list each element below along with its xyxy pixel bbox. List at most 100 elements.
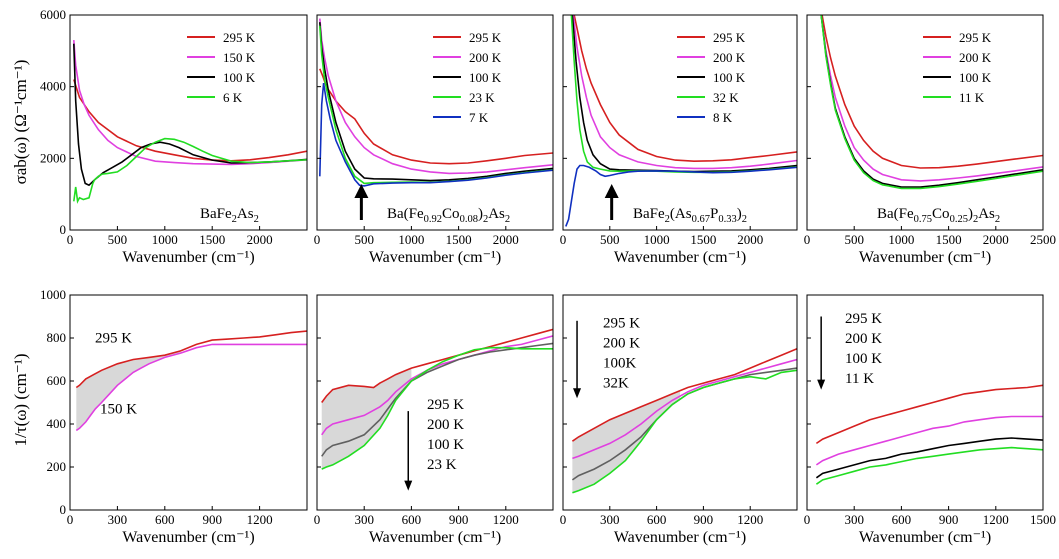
chart-bot2: 0 300 600 900 1200 Wavenumber (cm⁻¹) 295 K 200 …	[314, 294, 554, 546]
legend-label: 295 K	[713, 30, 746, 45]
series-line-100k	[321, 342, 553, 457]
x-axis-label: Wavenumber (cm⁻¹)	[122, 529, 254, 546]
y-tick-label: 400	[47, 416, 67, 431]
temperature-label: 200 K	[603, 335, 640, 351]
series-line-295k	[319, 68, 553, 165]
x-tick-label: 900	[449, 512, 469, 527]
legend-label: 8 K	[713, 110, 733, 125]
x-axis-label: Wavenumber (cm⁻¹)	[614, 249, 746, 266]
series-line-23k	[319, 25, 553, 185]
plot-frame	[69, 14, 308, 231]
y-tick-label: 2000	[40, 150, 66, 165]
panel-compound-label: BaFe2(As0.67P0.33)2	[633, 206, 747, 225]
series-line-150k	[73, 40, 307, 166]
temperature-label: 295 K	[845, 311, 882, 327]
temperature-label: 200 K	[427, 417, 464, 433]
x-tick-label: 1200	[983, 512, 1009, 527]
x-tick-label: 0	[804, 232, 811, 247]
plot-frame	[316, 14, 554, 231]
series-line-8k	[565, 164, 797, 227]
legend-label: 32 K	[713, 90, 739, 105]
x-axis-label: Wavenumber (cm⁻¹)	[859, 529, 991, 546]
y-tick-label: 600	[47, 373, 67, 388]
temperature-label: 100K	[603, 355, 637, 371]
legend-label: 23 K	[469, 90, 495, 105]
x-tick-label: 500	[844, 232, 864, 247]
x-axis-label: Wavenumber (cm⁻¹)	[614, 529, 746, 546]
x-tick-label: 600	[647, 512, 667, 527]
x-tick-label: 0	[314, 512, 321, 527]
plot-frame	[806, 294, 1044, 511]
shaded-region	[76, 350, 181, 431]
series-line-100k	[73, 43, 307, 187]
legend-label: 100 K	[713, 70, 746, 85]
chart-bot3: 0 300 600 900 1200 Wavenumber (cm⁻¹) 295 K 200 …	[560, 294, 798, 546]
x-tick-label: 0	[560, 512, 567, 527]
x-tick-label: 500	[354, 232, 374, 247]
x-tick-label: 900	[202, 512, 222, 527]
series-line-11k	[820, 15, 1043, 190]
arrow-head	[573, 388, 582, 399]
plot-frame	[562, 14, 798, 231]
panel-compound-label: BaFe2As2	[200, 206, 259, 225]
series-line-100k	[319, 22, 553, 182]
legend-label: 100 K	[959, 70, 992, 85]
series-line-295k	[571, 348, 797, 442]
x-tick-label: 2000	[247, 232, 273, 247]
series-line-295k	[573, 15, 797, 163]
x-tick-label: 1500	[1030, 512, 1056, 527]
x-tick-label: 1000	[152, 232, 178, 247]
temperature-label: 295 K	[427, 397, 464, 413]
series-line-100k	[571, 15, 797, 173]
legend-label: 11 K	[959, 90, 985, 105]
temperature-label: 295 K	[603, 315, 640, 331]
x-tick-label: 1500	[690, 232, 716, 247]
legend-label: 100 K	[223, 70, 256, 85]
plot-frame	[316, 294, 554, 511]
series-line-6k	[73, 137, 307, 204]
y-tick-label: 0	[60, 222, 67, 237]
x-tick-label: 2000	[493, 232, 519, 247]
series-line-295k	[815, 384, 1043, 445]
x-tick-label: 300	[600, 512, 620, 527]
series-line-100k	[815, 437, 1043, 479]
x-tick-label: 900	[939, 512, 959, 527]
chart-top4: 0 500 1000 1500 2000 2500 Wavenumber (cm⁻¹) 295…	[804, 14, 1056, 266]
temperature-label: 23 K	[427, 457, 457, 473]
x-tick-label: 0	[67, 232, 74, 247]
series-line-32k	[570, 15, 797, 174]
x-tick-label: 300	[108, 512, 128, 527]
chart-top2: 0 500 1000 1500 2000 Wavenumber (cm⁻¹) 295 K 20…	[314, 14, 554, 266]
x-tick-label: 1000	[644, 232, 670, 247]
x-tick-label: 300	[354, 512, 374, 527]
series-line-7k	[319, 82, 553, 187]
x-tick-label: 2000	[737, 232, 763, 247]
x-tick-label: 500	[600, 232, 620, 247]
x-tick-label: 0	[314, 232, 321, 247]
legend-label: 200 K	[469, 50, 502, 65]
series-line-200k	[572, 358, 797, 460]
x-tick-label: 1000	[398, 232, 424, 247]
chart-bot1: 0 300 600 900 1200 0 200 400 600 800 1000 Wavenumbe…	[40, 287, 308, 546]
y-tick-label: 1000	[40, 287, 66, 302]
legend-label: 295 K	[959, 30, 992, 45]
series-line-23k	[321, 346, 553, 470]
x-tick-label: 600	[892, 512, 912, 527]
series-line-200k	[319, 18, 553, 175]
arrow-head	[404, 480, 413, 491]
x-tick-label: 600	[155, 512, 175, 527]
x-tick-label: 1200	[737, 512, 763, 527]
legend-label: 295 K	[469, 30, 502, 45]
series-line-200k	[815, 415, 1043, 466]
x-tick-label: 1200	[247, 512, 273, 527]
chart-bot4: 0 300 600 900 1200 1500 Wavenumber (cm⁻¹) 295 K…	[804, 294, 1056, 546]
temperature-label: 100 K	[845, 351, 882, 367]
shaded-region	[321, 368, 412, 470]
top-ylabel: σab(ω) (Ω⁻¹cm⁻¹)	[11, 60, 30, 185]
y-tick-label: 6000	[40, 7, 66, 22]
bottom-ylabel: 1/τ(ω) (cm⁻¹)	[11, 354, 30, 447]
arrow-head	[354, 184, 369, 198]
x-tick-label: 0	[560, 232, 567, 247]
x-tick-label: 300	[844, 512, 864, 527]
